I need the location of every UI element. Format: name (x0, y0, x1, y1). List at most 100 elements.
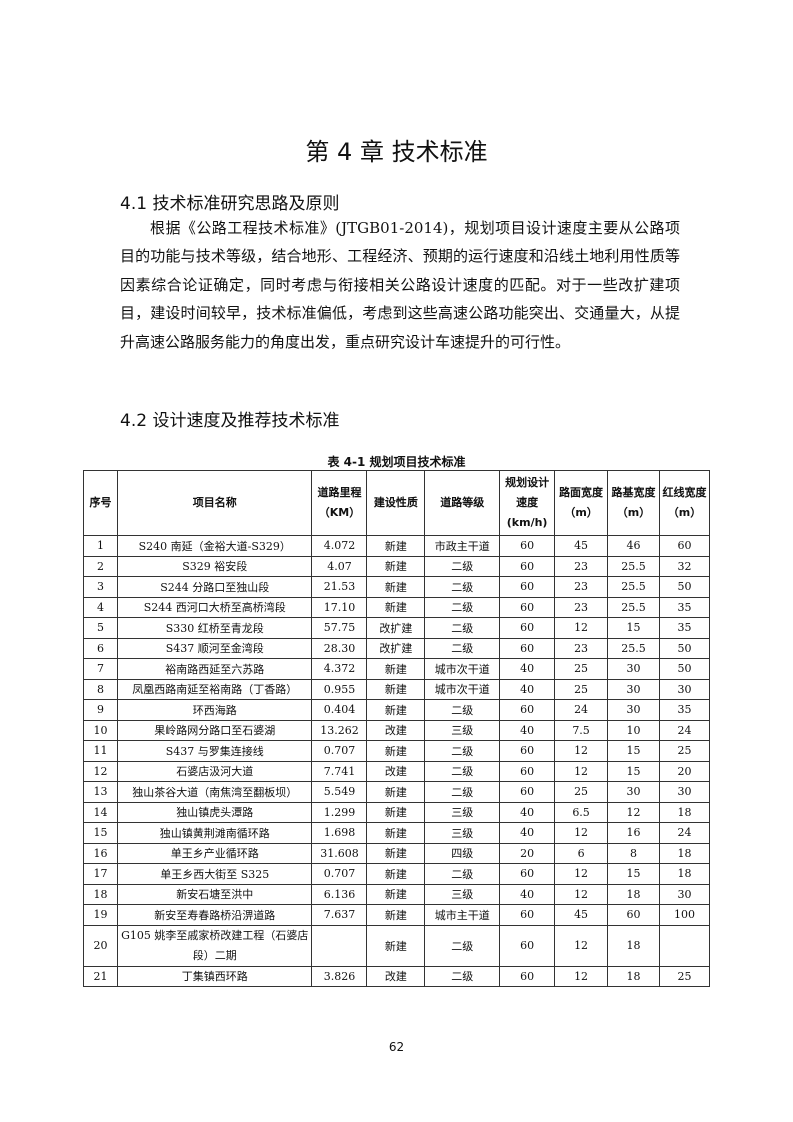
table-cell: 丁集镇西环路 (116, 965, 313, 987)
table-cell: 25 (554, 658, 609, 680)
table-cell: 6.5 (554, 801, 609, 823)
table-row: 7 裕南路西延至六苏路 4.372 新建 城市次干道 40 25 30 50 (83, 658, 710, 680)
column-header: 道路里程（KM） (311, 470, 368, 536)
table-cell: 3 (83, 576, 118, 598)
table-cell: 25.5 (607, 576, 660, 598)
table-cell: 2 (83, 555, 118, 577)
table-cell: 12 (554, 617, 609, 639)
table-cell: 28.30 (311, 637, 368, 659)
table-cell: 25 (554, 678, 609, 700)
table-cell: 果岭路网分路口至石婆湖 (116, 719, 313, 741)
table-cell: 新建 (366, 801, 426, 823)
table-cell: 11 (83, 740, 118, 762)
table-caption: 表 4-1 规划项目技术标准 (327, 455, 466, 469)
table-cell: 17 (83, 863, 118, 885)
table-cell: 新建 (366, 740, 426, 762)
table-cell: 二级 (424, 576, 501, 598)
table-cell: 1.698 (311, 822, 368, 844)
page-number: 62 (388, 1040, 405, 1054)
table-cell: 6 (554, 842, 609, 864)
table-cell: 12 (83, 760, 118, 782)
table-cell: 13 (83, 781, 118, 803)
table-cell: 二级 (424, 760, 501, 782)
table-cell: 12 (607, 801, 660, 823)
table-cell: 18 (659, 863, 710, 885)
table-cell: 12 (554, 822, 609, 844)
table-cell: 21.53 (311, 576, 368, 598)
table-cell: 城市次干道 (424, 658, 501, 680)
table-cell: 城市主干道 (424, 904, 501, 926)
table-cell: 30 (659, 678, 710, 700)
table-cell: 60 (499, 781, 556, 803)
table-cell: 13.262 (311, 719, 368, 741)
table-cell: 57.75 (311, 617, 368, 639)
table-cell: 新建 (366, 678, 426, 700)
table-cell: 18 (607, 924, 660, 967)
table-cell: 60 (499, 596, 556, 618)
table-cell: 10 (83, 719, 118, 741)
table-cell: 12 (554, 863, 609, 885)
table-cell: 改建 (366, 760, 426, 782)
table-cell: 18 (659, 801, 710, 823)
table-row: 11 S437 与罗集连接线 0.707 新建 二级 60 12 15 25 (83, 740, 710, 762)
table-cell: 12 (554, 760, 609, 782)
technical-standards-table: 序号 项目名称 道路里程（KM） 建设性质 道路等级 规划设计速度(km/h) 路面宽度（m… (83, 470, 710, 987)
table-row: 15 独山镇黄荆滩南循环路 1.698 新建 三级 40 12 16 24 (83, 822, 710, 844)
table-row: 6 S437 顺河至金湾段 28.30 改扩建 二级 60 23 25.5 50 (83, 637, 710, 659)
table-cell: 30 (607, 658, 660, 680)
table-cell: 0.955 (311, 678, 368, 700)
column-header: 红线宽度（m） (659, 470, 710, 536)
section-heading-4-1: 4.1 技术标准研究思路及原则 (120, 194, 340, 214)
table-row: 18 新安石塘至洪中 6.136 新建 三级 40 12 18 30 (83, 883, 710, 905)
table-cell: 100 (659, 904, 710, 926)
column-header: 路面宽度（m） (554, 470, 609, 536)
table-cell: 25 (659, 965, 710, 987)
table-cell: 35 (659, 596, 710, 618)
column-header: 项目名称 (116, 470, 313, 536)
table-cell: 30 (607, 781, 660, 803)
table-cell: 4.07 (311, 555, 368, 577)
table-cell: 18 (607, 965, 660, 987)
table-cell: 23 (554, 637, 609, 659)
table-cell: 50 (659, 658, 710, 680)
table-row: 2 S329 裕安段 4.07 新建 二级 60 23 25.5 32 (83, 555, 710, 577)
table-cell: 二级 (424, 596, 501, 618)
table-cell: 4.372 (311, 658, 368, 680)
table-cell: 21 (83, 965, 118, 987)
table-cell: 石婆店汲河大道 (116, 760, 313, 782)
table-cell: 60 (499, 904, 556, 926)
table-cell: 新建 (366, 576, 426, 598)
table-cell (659, 924, 710, 967)
table-cell: 二级 (424, 740, 501, 762)
table-cell: 25 (659, 740, 710, 762)
table-cell: 新建 (366, 822, 426, 844)
table-cell: 1 (83, 535, 118, 557)
table-cell: 6.136 (311, 883, 368, 905)
table-cell: 60 (499, 637, 556, 659)
table-cell: 31.608 (311, 842, 368, 864)
table-cell: 裕南路西延至六苏路 (116, 658, 313, 680)
table-cell: 新建 (366, 863, 426, 885)
table-cell: 新建 (366, 555, 426, 577)
table-cell: 60 (499, 576, 556, 598)
table-cell: 环西海路 (116, 699, 313, 721)
table-cell: 新安石塘至洪中 (116, 883, 313, 905)
table-cell: 40 (499, 801, 556, 823)
table-cell: 50 (659, 576, 710, 598)
table-cell: 三级 (424, 801, 501, 823)
table-row: 8 凤凰西路南延至裕南路（丁香路） 0.955 新建 城市次干道 40 25 30 30 (83, 678, 710, 700)
table-cell: S437 与罗集连接线 (116, 740, 313, 762)
table-cell: 45 (554, 904, 609, 926)
table-cell: 60 (499, 863, 556, 885)
table-cell: 24 (659, 822, 710, 844)
table-row: 17 单王乡西大街至 S325 0.707 新建 二级 60 12 15 18 (83, 863, 710, 885)
table-row: 16 单王乡产业循环路 31.608 新建 四级 20 6 8 18 (83, 842, 710, 864)
table-cell: 60 (499, 699, 556, 721)
table-cell: 新建 (366, 883, 426, 905)
column-header: 序号 (83, 470, 118, 536)
table-cell: 改建 (366, 719, 426, 741)
table-cell: 三级 (424, 822, 501, 844)
table-cell: 三级 (424, 719, 501, 741)
table-cell: 12 (554, 924, 609, 967)
table-cell: 15 (607, 760, 660, 782)
